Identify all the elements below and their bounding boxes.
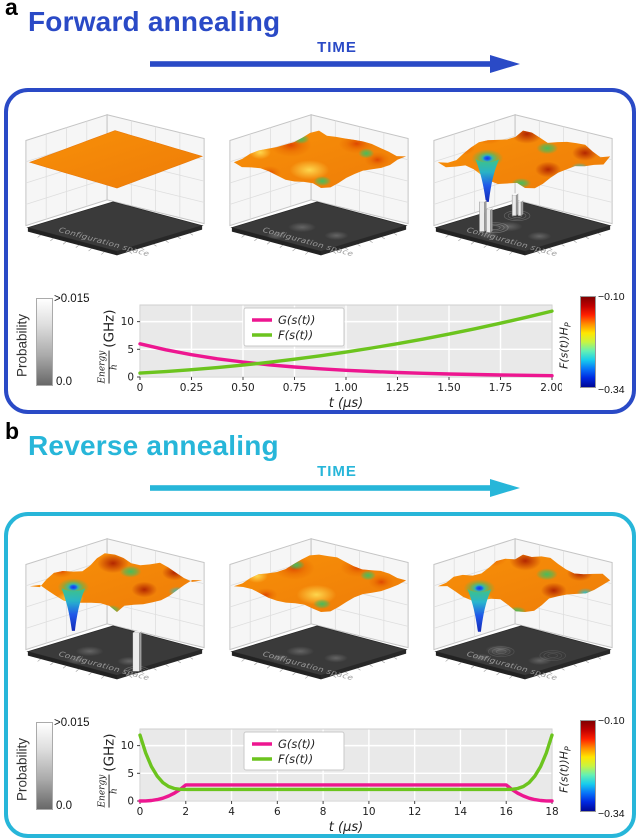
svg-text:14: 14	[454, 806, 468, 818]
series-G(s(t))	[138, 342, 554, 378]
svg-text:10: 10	[121, 316, 134, 328]
series-G(s(t))	[138, 783, 554, 803]
svg-text:1.00: 1.00	[334, 382, 357, 394]
svg-text:10: 10	[362, 806, 375, 818]
probability-colorbar: Probability >0.015 0.0	[10, 716, 110, 828]
svg-text:0: 0	[127, 372, 134, 384]
series-F(s(t))	[138, 733, 554, 792]
probability-colorbar: Probability >0.015 0.0	[10, 292, 110, 404]
probability-colorbar-min: 0.0	[56, 376, 72, 388]
probability-colorbar-max: >0.015	[54, 717, 90, 729]
svg-text:1.50: 1.50	[437, 382, 460, 394]
energy-colorbar-gradient	[580, 296, 596, 388]
panel-letter-b: b	[5, 418, 20, 444]
probability-colorbar-min: 0.0	[56, 800, 72, 812]
svg-text:0.25: 0.25	[180, 382, 203, 394]
svg-text:0: 0	[137, 806, 144, 818]
energy-colorbar: F(s(t))HP −0.10 −0.34	[557, 288, 625, 406]
svg-text:0: 0	[127, 796, 134, 808]
probability-colorbar-gradient	[36, 298, 53, 386]
energy-colorbar-max: −0.10	[598, 715, 625, 727]
panel-letter-a: a	[5, 0, 18, 20]
annealing-stages-box: Configuration space Configuration space …	[4, 512, 636, 838]
svg-text:6: 6	[274, 806, 281, 818]
energy-colorbar: F(s(t))HP −0.10 −0.34	[557, 712, 625, 830]
energy-landscape-plot-middle: Configuration space	[229, 114, 409, 258]
energy-landscape-plot-middle: Configuration space	[229, 538, 409, 682]
energy-colorbar-label: F(s(t))HP	[557, 322, 573, 369]
energy-colorbar-label: F(s(t))HP	[557, 746, 573, 793]
energy-landscape-plot-start: Configuration space	[25, 538, 205, 682]
schedule-chart-row: Probability >0.015 0.0 Energy h (GHz) 0 0.…	[8, 288, 632, 411]
annealing-schedule-chart: 0 0.25 0.50 0.75 1.00 1.25 1.50 1.75 2.00 0 5 10 t (…	[121, 304, 562, 411]
svg-text:2: 2	[182, 806, 189, 818]
svg-text:0.50: 0.50	[231, 382, 254, 394]
svg-text:2.00: 2.00	[540, 382, 562, 394]
svg-text:t (μs): t (μs)	[329, 396, 363, 411]
energy-colorbar-max: −0.10	[598, 291, 625, 303]
annealing-schedule-chart: 0 2 4 6 8 10 12 14 16 18 0 5 10 t (μs) G(s(t))F(s(t))	[121, 728, 559, 835]
landscape-plots-row: Configuration space Configuration space …	[16, 524, 624, 702]
svg-text:1.25: 1.25	[386, 382, 409, 394]
energy-landscape-plot-end: Configuration space	[433, 538, 613, 682]
series-F(s(t))	[138, 309, 554, 375]
svg-text:1.75: 1.75	[489, 382, 512, 394]
probability-colorbar-label: Probability	[14, 737, 30, 802]
svg-text:F(s(t)): F(s(t))	[278, 752, 313, 766]
probability-colorbar-max: >0.015	[54, 293, 90, 305]
panel-forward-annealing: a Forward annealing TIME Configuration s…	[4, 0, 636, 414]
energy-landscape-plot-end: Configuration space	[433, 114, 613, 258]
time-arrow-icon	[150, 55, 520, 73]
svg-text:12: 12	[408, 806, 421, 818]
energy-colorbar-min: −0.34	[598, 808, 625, 820]
landscape-plots-row: Configuration space Configuration space …	[16, 100, 624, 278]
svg-text:16: 16	[500, 806, 514, 818]
probability-colorbar-gradient	[36, 722, 53, 810]
time-arrow-icon	[150, 479, 520, 497]
svg-text:G(s(t)): G(s(t))	[278, 737, 315, 751]
svg-text:F(s(t)): F(s(t))	[278, 328, 313, 342]
svg-text:5: 5	[127, 768, 134, 780]
time-label: TIME	[317, 463, 357, 480]
svg-text:0.75: 0.75	[283, 382, 306, 394]
svg-text:0: 0	[137, 382, 144, 394]
panel-title: Forward annealing	[28, 6, 281, 37]
svg-text:18: 18	[545, 806, 558, 818]
panel-reverse-annealing: b Reverse annealing TIME Configuration s…	[0, 418, 640, 840]
svg-text:5: 5	[127, 344, 134, 356]
energy-colorbar-min: −0.34	[598, 384, 625, 396]
probability-colorbar-label: Probability	[14, 313, 30, 378]
svg-text:t (μs): t (μs)	[329, 820, 363, 835]
svg-text:8: 8	[320, 806, 327, 818]
svg-text:4: 4	[228, 806, 235, 818]
svg-text:10: 10	[121, 740, 134, 752]
time-label: TIME	[317, 39, 357, 56]
svg-text:G(s(t)): G(s(t))	[278, 313, 315, 327]
panel-title: Reverse annealing	[28, 430, 279, 461]
annealing-stages-box: Configuration space Configuration space …	[4, 88, 636, 414]
energy-colorbar-gradient	[580, 720, 596, 812]
energy-landscape-plot-start: Configuration space	[25, 114, 205, 258]
